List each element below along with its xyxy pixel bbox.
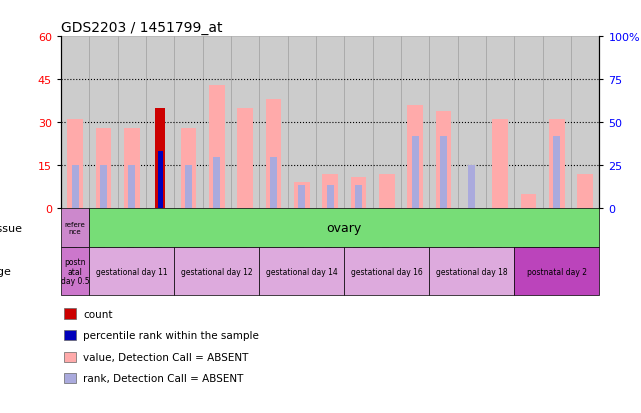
Bar: [440, 137, 447, 209]
Bar: [469, 166, 476, 209]
Bar: [72, 166, 79, 209]
Bar: [185, 166, 192, 209]
Bar: [288, 37, 316, 209]
Bar: [355, 186, 362, 209]
Bar: [61, 248, 89, 295]
Bar: [209, 86, 224, 209]
Text: ovary: ovary: [327, 222, 362, 235]
Bar: [146, 37, 174, 209]
Bar: [316, 37, 344, 209]
Bar: [259, 248, 344, 295]
Bar: [322, 174, 338, 209]
Bar: [492, 120, 508, 209]
Bar: [237, 109, 253, 209]
Bar: [571, 37, 599, 209]
Text: rank, Detection Call = ABSENT: rank, Detection Call = ABSENT: [83, 373, 244, 383]
Bar: [486, 37, 514, 209]
Bar: [124, 128, 140, 209]
Bar: [372, 37, 401, 209]
Bar: [203, 37, 231, 209]
Text: tissue: tissue: [0, 223, 23, 233]
Text: value, Detection Call = ABSENT: value, Detection Call = ABSENT: [83, 352, 249, 362]
Bar: [213, 157, 221, 209]
Bar: [344, 248, 429, 295]
Bar: [89, 37, 117, 209]
Bar: [520, 194, 537, 209]
Text: age: age: [0, 266, 11, 277]
Bar: [89, 248, 174, 295]
Text: percentile rank within the sample: percentile rank within the sample: [83, 330, 259, 340]
Bar: [429, 37, 458, 209]
Bar: [412, 137, 419, 209]
Bar: [553, 137, 560, 209]
Text: count: count: [83, 309, 113, 319]
Bar: [543, 37, 571, 209]
Text: gestational day 12: gestational day 12: [181, 267, 253, 276]
Text: GDS2203 / 1451799_at: GDS2203 / 1451799_at: [61, 21, 222, 35]
Text: gestational day 18: gestational day 18: [436, 267, 508, 276]
Bar: [549, 120, 565, 209]
Text: postnatal day 2: postnatal day 2: [527, 267, 587, 276]
Bar: [298, 186, 305, 209]
Bar: [61, 37, 89, 209]
Bar: [436, 112, 451, 209]
Bar: [117, 37, 146, 209]
Bar: [294, 183, 310, 209]
Bar: [514, 248, 599, 295]
Bar: [158, 152, 163, 209]
Bar: [96, 128, 111, 209]
Text: gestational day 11: gestational day 11: [96, 267, 167, 276]
Bar: [155, 109, 165, 209]
Text: postn
atal
day 0.5: postn atal day 0.5: [61, 257, 89, 286]
Bar: [174, 37, 203, 209]
Bar: [326, 186, 334, 209]
Bar: [259, 37, 288, 209]
Bar: [379, 174, 395, 209]
Text: gestational day 16: gestational day 16: [351, 267, 422, 276]
Bar: [514, 37, 543, 209]
Text: refere
nce: refere nce: [65, 222, 85, 235]
Bar: [174, 248, 259, 295]
Bar: [401, 37, 429, 209]
Bar: [351, 177, 366, 209]
Bar: [100, 166, 107, 209]
Bar: [67, 120, 83, 209]
Bar: [61, 209, 89, 248]
Bar: [128, 166, 135, 209]
Bar: [458, 37, 486, 209]
Bar: [407, 106, 423, 209]
Bar: [181, 128, 196, 209]
Bar: [578, 174, 593, 209]
Bar: [344, 37, 372, 209]
Bar: [231, 37, 259, 209]
Bar: [270, 157, 277, 209]
Bar: [265, 100, 281, 209]
Text: gestational day 14: gestational day 14: [266, 267, 338, 276]
Bar: [429, 248, 514, 295]
